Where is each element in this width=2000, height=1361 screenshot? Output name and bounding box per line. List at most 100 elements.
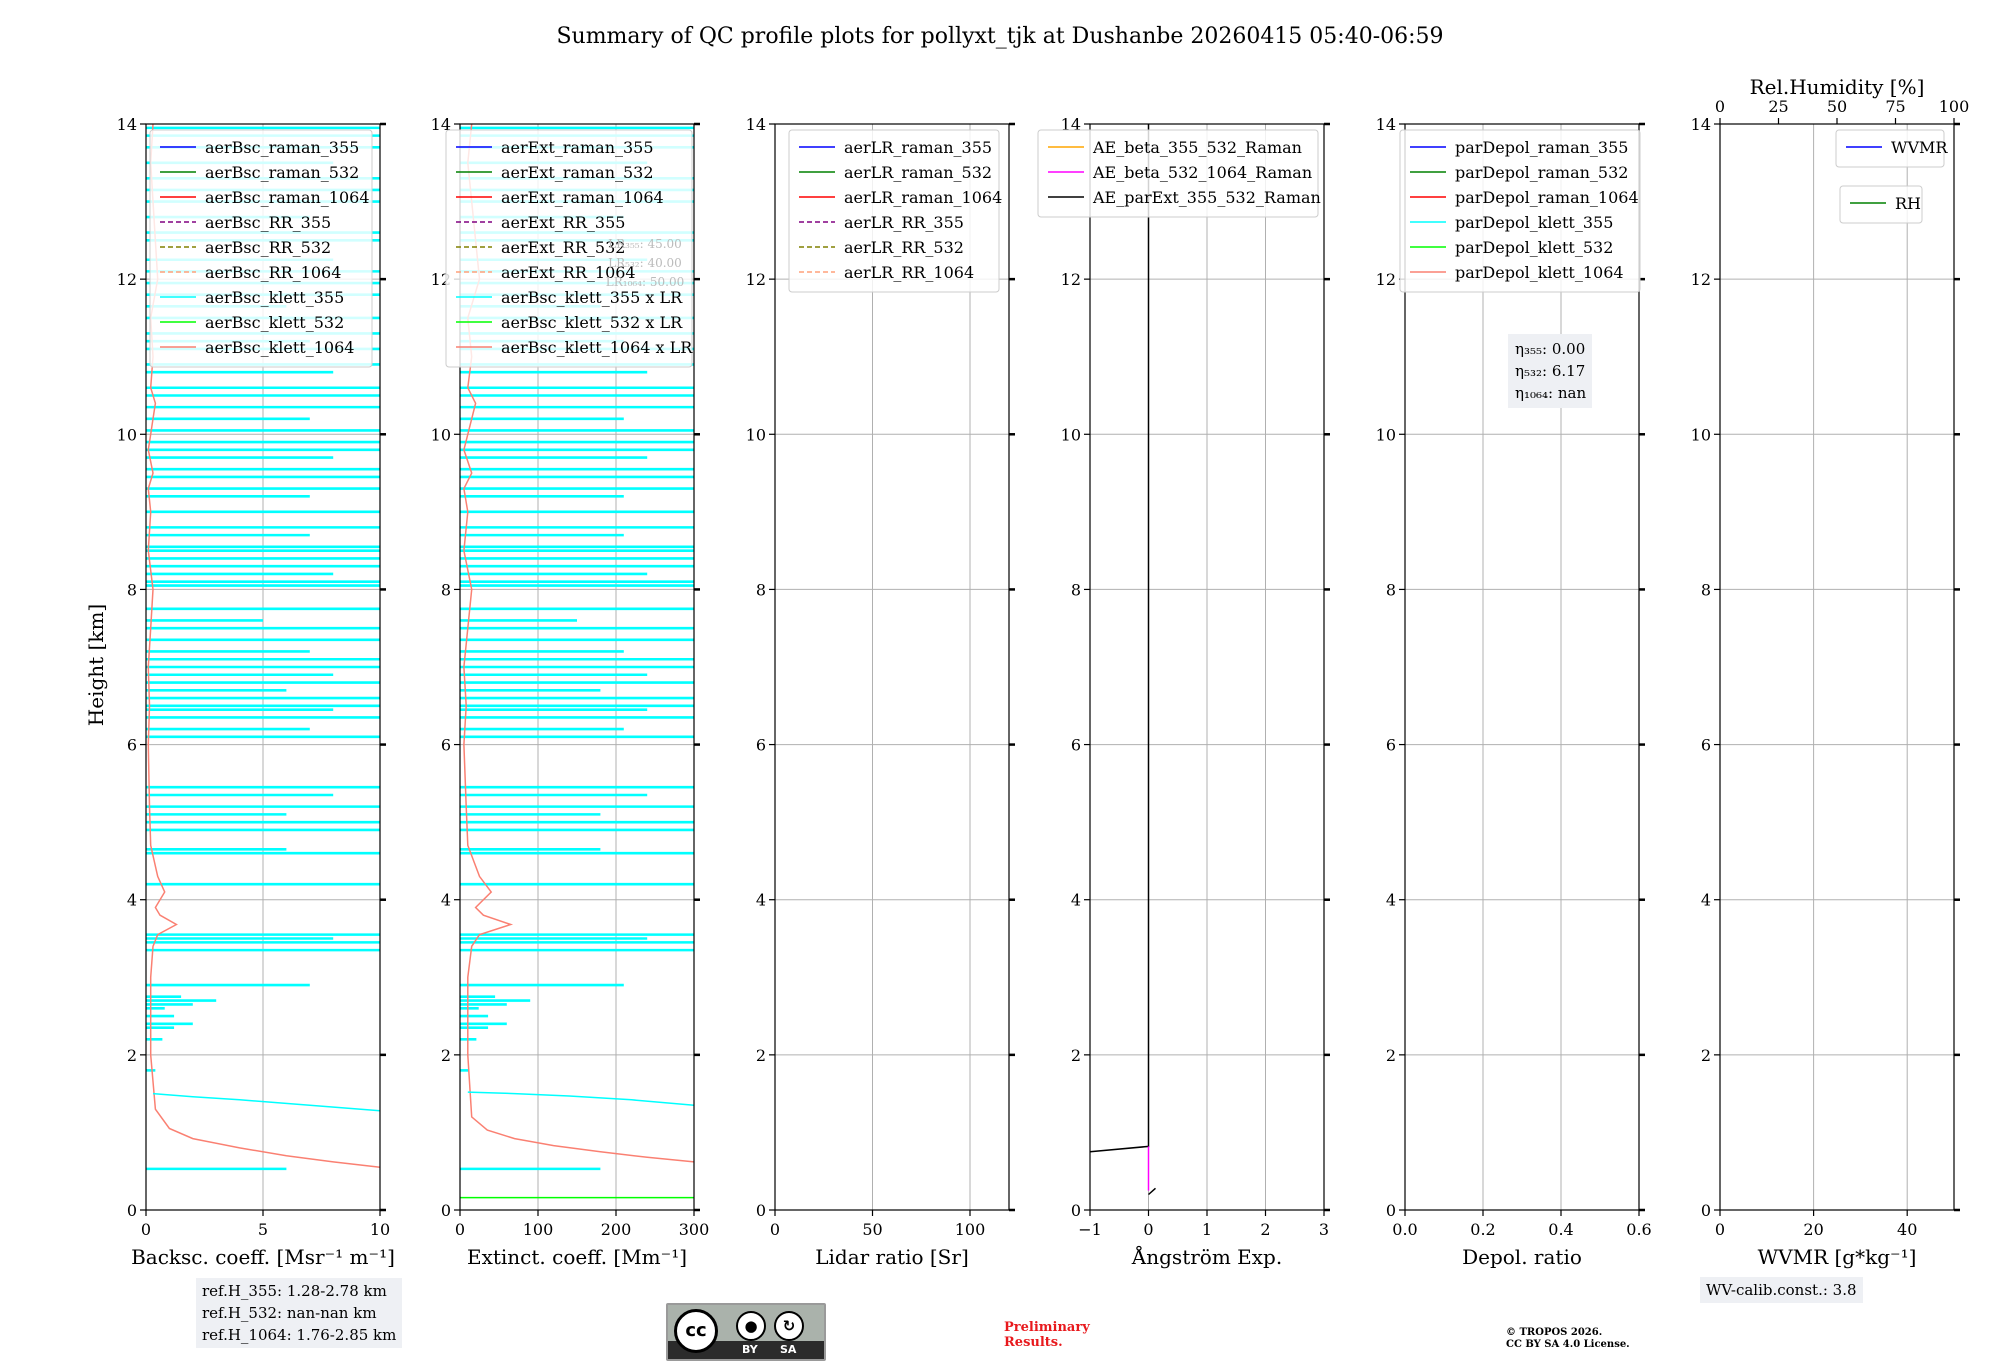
legend-label-aerExt_raman_1064: aerExt_raman_1064: [501, 188, 664, 207]
legend-label-aerExt_RR_1064: aerExt_RR_1064: [501, 263, 636, 282]
legend-label-aerLR_raman_532: aerLR_raman_532: [844, 163, 992, 182]
legend-depol: parDepol_raman_355 parDepol_raman_532 parD…: [1399, 129, 1641, 293]
legend-label-aerExt_RR_355: aerExt_RR_355: [501, 213, 625, 232]
sa-label: SA: [780, 1343, 797, 1356]
ytick-label-4: 4: [127, 891, 137, 910]
ytick-label-10: 10: [746, 425, 766, 444]
ytick-label-2: 2: [441, 1046, 451, 1065]
legend-label-aerLR_RR_355: aerLR_RR_355: [844, 213, 964, 232]
legend-label-parDepol_klett_355: parDepol_klett_355: [1455, 213, 1613, 232]
legend-label-parDepol_klett_1064: parDepol_klett_1064: [1455, 263, 1624, 282]
ytick-label-6: 6: [441, 736, 451, 755]
ytick-label-10: 10: [1691, 425, 1711, 444]
xtick-label-0: 0: [141, 1220, 151, 1239]
legend-label-aerBsc_klett_355 x LR: aerBsc_klett_355 x LR: [501, 288, 683, 307]
axes-frame: [1404, 123, 1640, 1211]
legend-label-aerBsc_klett_532 x LR: aerBsc_klett_532 x LR: [501, 313, 683, 332]
xtick-label-0: 0: [1715, 1220, 1725, 1239]
copyright-line-2: CC BY SA 4.0 License.: [1506, 1339, 1630, 1350]
wv-calib-box: WV-calib.const.: 3.8: [1700, 1277, 1863, 1303]
xlabel-depol: Depol. ratio: [1462, 1245, 1582, 1269]
ref-height-355: ref.H_355: 1.28-2.78 km: [202, 1282, 387, 1300]
xtick-label-1: 20: [1803, 1220, 1823, 1239]
legend-label-aerExt_raman_532: aerExt_raman_532: [501, 163, 654, 182]
axes-frame: [774, 123, 1010, 1211]
ytick-label-4: 4: [441, 891, 451, 910]
ytick-label-12: 12: [1376, 270, 1396, 289]
ytick-label-2: 2: [756, 1046, 766, 1065]
cc-license-badge: cc ● ↻ BY SA: [666, 1303, 826, 1361]
preliminary-line-1: Preliminary: [1004, 1320, 1090, 1335]
legend-angstrom: AE_beta_355_532_Raman AE_beta_532_1064_Ra…: [1037, 129, 1321, 218]
y-axis-label: Height [km]: [84, 604, 108, 726]
ytick-label-4: 4: [756, 891, 766, 910]
ytick-label-0: 0: [756, 1201, 766, 1220]
sa-sharealike-icon: ↻: [774, 1311, 804, 1341]
legend-lidar-ratio-frame: [788, 129, 1000, 293]
wv-calib-const: WV-calib.const.: 3.8: [1706, 1281, 1857, 1299]
ytick-label-10: 10: [1376, 425, 1396, 444]
xlabel-lidar_ratio: Lidar ratio [Sr]: [815, 1245, 969, 1269]
legend-label-aerLR_raman_1064: aerLR_raman_1064: [844, 188, 1002, 207]
xtick-label-1: 0.2: [1470, 1220, 1495, 1239]
ytick-label-8: 8: [1071, 580, 1081, 599]
ytick-label-10: 10: [1061, 425, 1081, 444]
ytick-label-12: 12: [117, 270, 137, 289]
legend-backscatter-frame: [149, 129, 373, 368]
legend-label-AE_parExt_355_532_Raman: AE_parExt_355_532_Raman: [1092, 188, 1321, 207]
legend-wvmr: WVMR: [1835, 129, 1948, 168]
legend-label-AE_beta_532_1064_Raman: AE_beta_532_1064_Raman: [1092, 163, 1312, 182]
legend-label-aerLR_RR_532: aerLR_RR_532: [844, 238, 964, 257]
legend-label-aerBsc_raman_355: aerBsc_raman_355: [205, 138, 359, 157]
xtick-label-0: −1: [1078, 1220, 1102, 1239]
ytick-label-6: 6: [1386, 736, 1396, 755]
ytick-label-10: 10: [431, 425, 451, 444]
copyright-line-1: © TROPOS 2026.: [1506, 1327, 1603, 1338]
legend-label-aerBsc_klett_532: aerBsc_klett_532: [205, 313, 344, 332]
figure-title: Summary of QC profile plots for pollyxt_…: [556, 24, 1443, 49]
xtick-label-0: 0: [455, 1220, 465, 1239]
series-AE_parExt_355_532_Raman-0: [1089, 124, 1150, 1153]
xtick-label-0: 0: [770, 1220, 780, 1239]
xlabel-backscatter: Backsc. coeff. [Msr⁻¹ m⁻¹]: [131, 1245, 395, 1269]
legend-lidar-ratio: aerLR_raman_355 aerLR_raman_532 aerLR_rama…: [788, 129, 1002, 293]
ytick-label-2: 2: [1701, 1046, 1711, 1065]
legend-label-aerBsc_raman_532: aerBsc_raman_532: [205, 163, 359, 182]
legend-label-aerBsc_RR_532: aerBsc_RR_532: [205, 238, 331, 257]
ref-height-box: ref.H_355: 1.28-2.78 km ref.H_532: nan-n…: [196, 1278, 403, 1348]
xtick-label-2: 40: [1897, 1220, 1917, 1239]
eta-label-1: η₅₃₂: 6.17: [1515, 362, 1585, 380]
ytick-label-8: 8: [441, 580, 451, 599]
ytick-label-6: 6: [1071, 736, 1081, 755]
legend-extinction-frame: [445, 129, 693, 368]
ytick-label-0: 0: [1386, 1201, 1396, 1220]
preliminary-note: Preliminary Results.: [1004, 1320, 1090, 1350]
ref-height-1064: ref.H_1064: 1.76-2.85 km: [202, 1326, 397, 1344]
ytick-label-8: 8: [1386, 580, 1396, 599]
top-xtick-label-4: 100: [1939, 97, 1970, 116]
top-xtick-label-0: 0: [1715, 97, 1725, 116]
xtick-label-3: 300: [679, 1220, 710, 1239]
legend-label-aerLR_RR_1064: aerLR_RR_1064: [844, 263, 974, 282]
panel-depol: 0 2 4 6 8 10 12 14 0.0 0.2 0.4 0.6 Depol. ratio parDe…: [1376, 115, 1652, 1269]
ytick-label-4: 4: [1386, 891, 1396, 910]
legend-label-parDepol_raman_1064: parDepol_raman_1064: [1455, 188, 1639, 207]
legend-rh-frame: [1839, 185, 1923, 224]
xtick-label-1: 50: [862, 1220, 882, 1239]
axes-frame: [459, 123, 695, 1211]
ytick-label-2: 2: [1071, 1046, 1081, 1065]
legend-depol-frame: [1399, 129, 1641, 293]
ytick-label-14: 14: [1691, 115, 1711, 134]
ytick-label-12: 12: [1691, 270, 1711, 289]
legend-label-aerExt_RR_532: aerExt_RR_532: [501, 238, 625, 257]
top-xtick-label-3: 75: [1885, 97, 1905, 116]
ytick-label-0: 0: [1071, 1201, 1081, 1220]
legend-backscatter: aerBsc_raman_355 aerBsc_raman_532 aerBsc_r…: [149, 129, 373, 368]
legend-angstrom-frame: [1037, 129, 1319, 218]
xtick-label-3: 2: [1260, 1220, 1270, 1239]
